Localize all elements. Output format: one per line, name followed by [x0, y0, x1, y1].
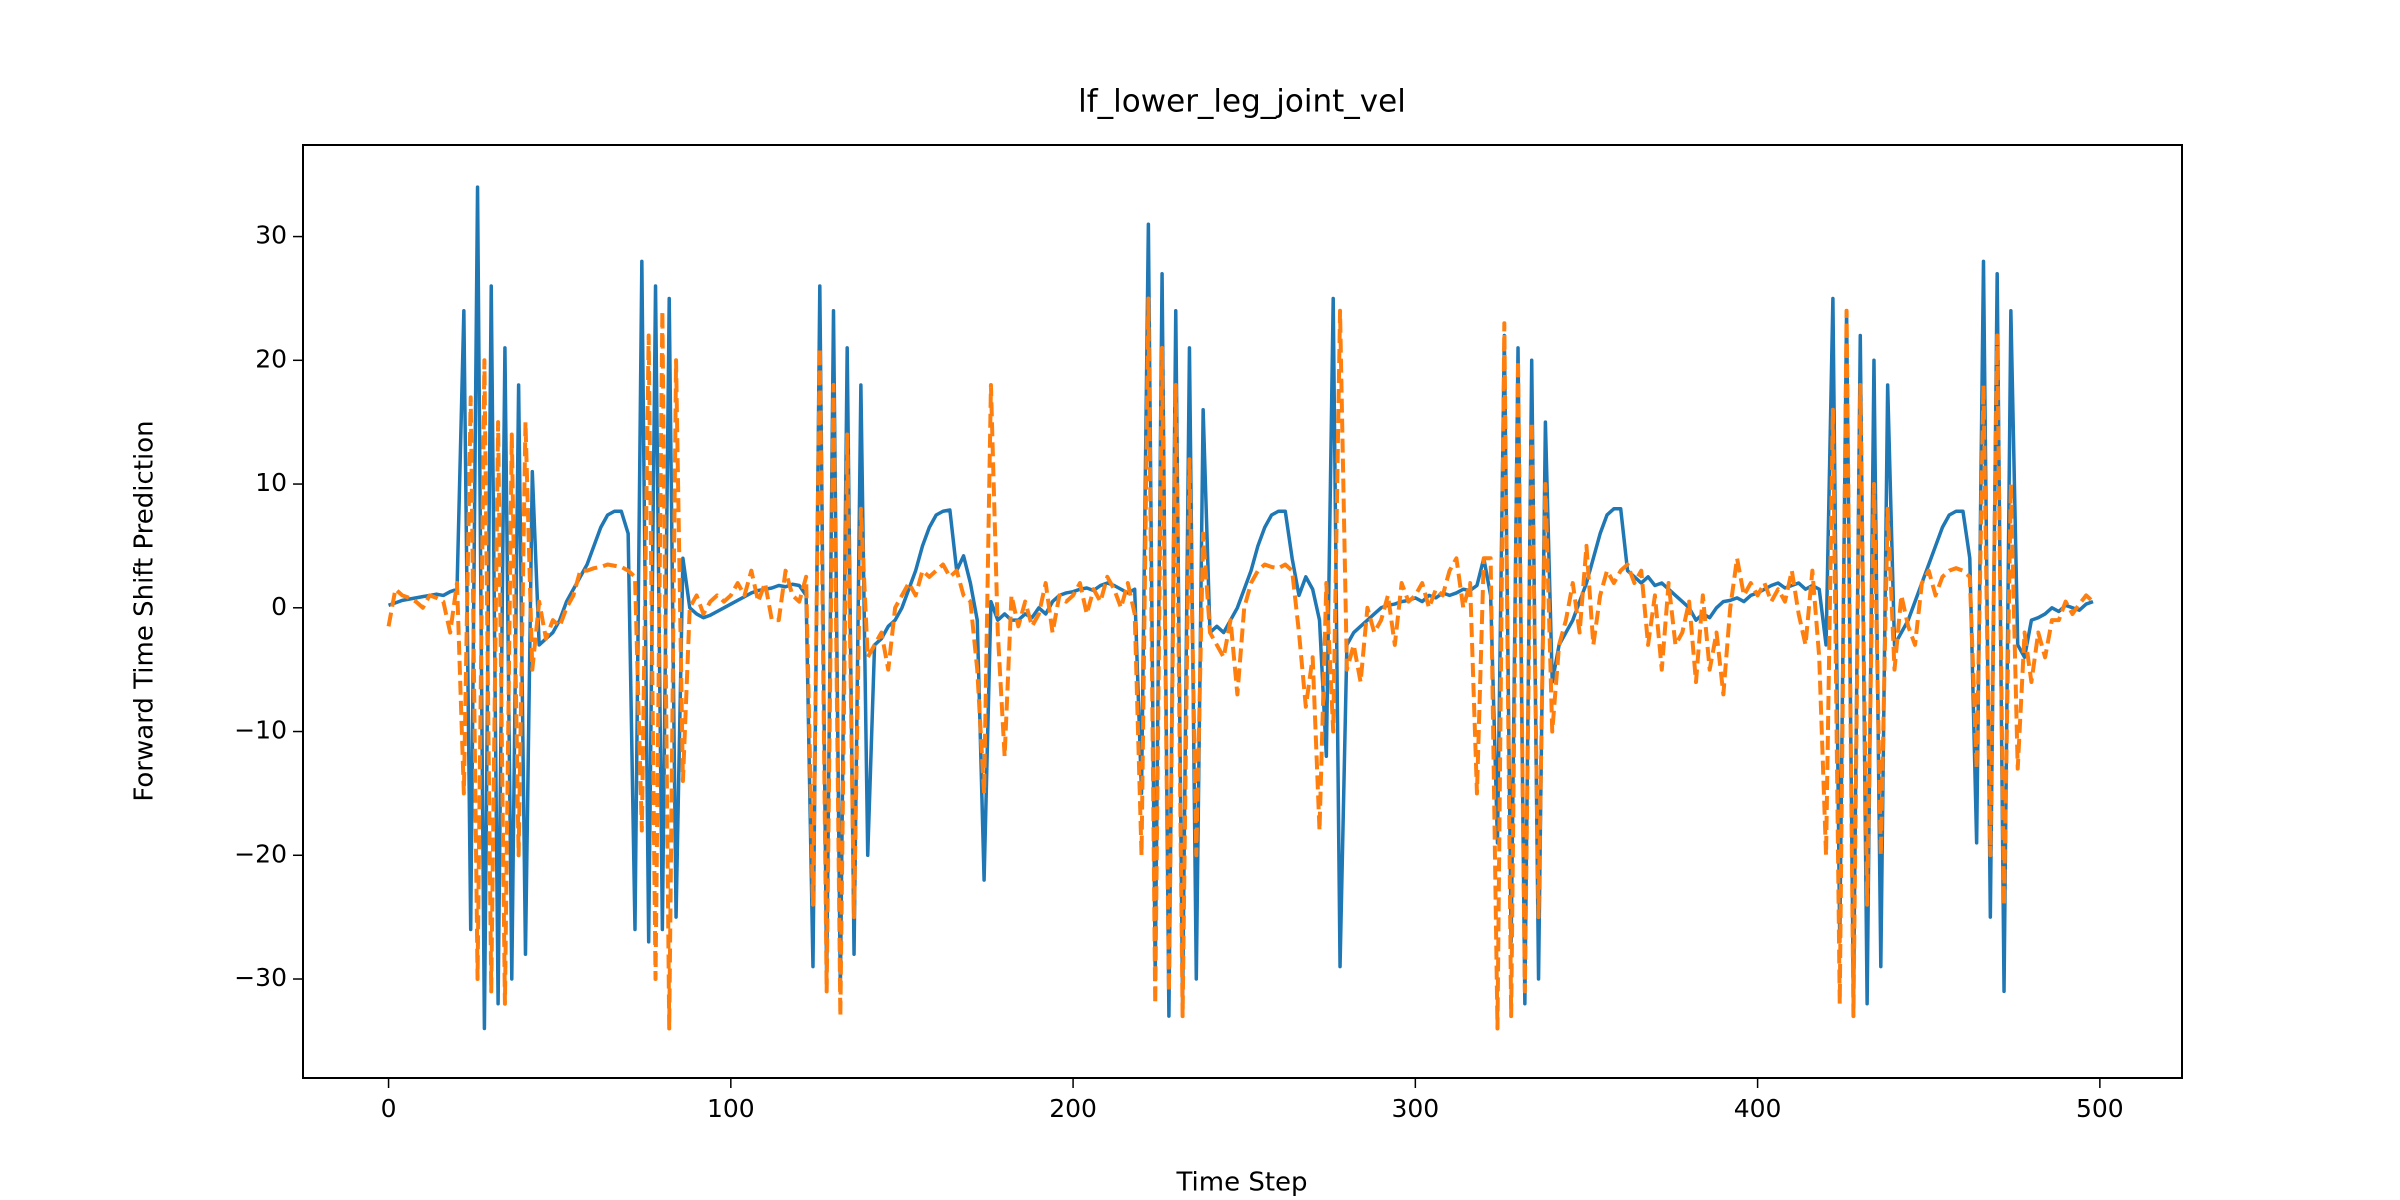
y-tick-label: −10	[234, 716, 287, 745]
y-tick-label: 30	[255, 221, 287, 250]
plot-area	[386, 185, 2095, 1031]
y-tick-label: −20	[234, 839, 287, 868]
x-tick-label: 100	[707, 1094, 755, 1123]
y-axis-label: Forward Time Shift Prediction	[130, 420, 160, 801]
y-tick-label: 20	[255, 344, 287, 373]
x-tick-label: 300	[1391, 1094, 1439, 1123]
axes-frame	[302, 144, 2183, 1079]
x-tick-label: 200	[1049, 1094, 1097, 1123]
y-tick-label: −30	[234, 963, 287, 992]
x-tick-label: 500	[2076, 1094, 2124, 1123]
chart-title: lf_lower_leg_joint_vel	[1078, 84, 1406, 120]
y-tick-label: 0	[271, 592, 287, 621]
x-tick-label: 0	[381, 1094, 397, 1123]
x-axis-label: Time Step	[1175, 1168, 1307, 1198]
data-line	[386, 296, 2095, 1031]
y-tick-label: 10	[255, 468, 287, 497]
x-tick-label: 400	[1734, 1094, 1782, 1123]
